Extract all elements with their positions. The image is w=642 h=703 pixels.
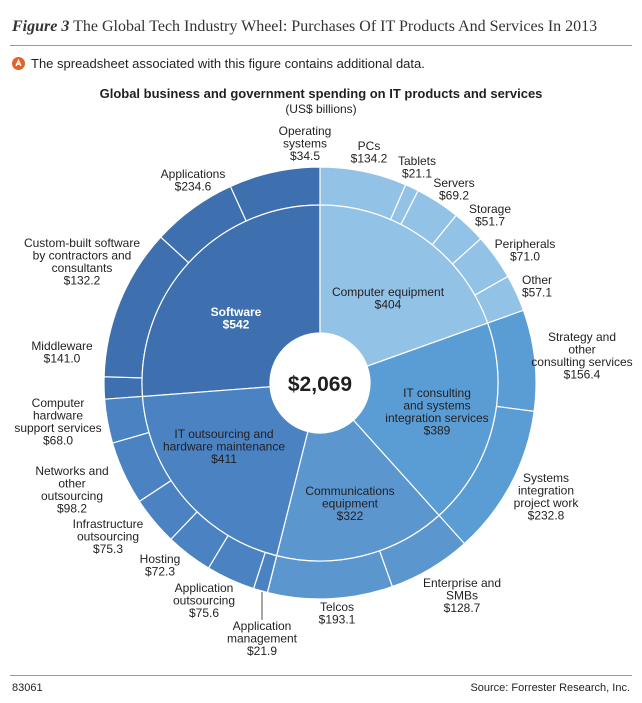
category-label-software: Software $542 xyxy=(211,305,262,332)
category-label-computer-equipment: Computer equipment $404 xyxy=(332,285,445,312)
outer-ring xyxy=(103,166,537,600)
subcategory-label-custom-built-software-by-contractors-and-consultants: Custom-built software by contractors and c… xyxy=(24,236,140,288)
subcategory-label-application-outsourcing: Application outsourcing $75.6 xyxy=(173,581,235,620)
figure-id: 83061 xyxy=(12,682,43,694)
spreadsheet-note[interactable]: The spreadsheet associated with this fig… xyxy=(12,56,425,71)
subcategory-label-storage: Storage $51.7 xyxy=(469,202,511,229)
figure-title: Figure 3 The Global Tech Industry Wheel:… xyxy=(12,18,632,36)
source-note: Source: Forrester Research, Inc. xyxy=(470,682,630,694)
subcategory-label-telcos: Telcos $193.1 xyxy=(319,600,356,627)
outer-slice-operating-systems xyxy=(103,376,144,401)
spreadsheet-icon[interactable] xyxy=(12,57,25,70)
inner-ring xyxy=(141,204,499,562)
figure-number: Figure 3 xyxy=(12,18,70,35)
subcategory-label-hosting: Hosting $72.3 xyxy=(140,552,181,579)
subcategory-label-strategy-and-other-consulting-services: Strategy and other consulting services $156… xyxy=(531,330,632,382)
category-label-it-outsourcing-and-hardware-maintenance: IT outsourcing and hardware maintenance $4… xyxy=(163,427,285,466)
subcategory-label-tablets: Tablets $21.1 xyxy=(398,154,436,181)
subcategory-label-other: Other $57.1 xyxy=(522,273,552,300)
subcategory-label-networks-and-other-outsourcing: Networks and other outsourcing $98.2 xyxy=(35,464,108,516)
total-label: $2,069 xyxy=(288,373,352,396)
subcategory-label-applications: Applications $234.6 xyxy=(161,167,226,194)
footer-divider xyxy=(10,675,632,676)
category-label-communications-equipment: Communications equipment $322 xyxy=(305,484,394,523)
subcategory-label-middleware: Middleware $141.0 xyxy=(31,339,93,366)
subcategory-label-infrastructure-outsourcing: Infrastructure outsourcing $75.3 xyxy=(73,517,144,556)
category-labels: Software $542 Computer equipment $404 IT con… xyxy=(163,285,489,523)
subcategory-label-peripherals: Peripherals $71.0 xyxy=(495,237,556,264)
subcategory-label-servers: Servers $69.2 xyxy=(433,176,474,203)
subcategory-label-application-management: Application management $21.9 xyxy=(227,619,298,658)
subcategory-labels: Operating systems $34.5 Applications $234.6 C… xyxy=(14,124,632,658)
subcategory-label-computer-hardware-support-services: Computer hardware support services $68.0 xyxy=(14,396,101,448)
spreadsheet-note-text: The spreadsheet associated with this fig… xyxy=(31,56,425,71)
chart-subtitle: (US$ billions) xyxy=(285,102,357,116)
category-label-it-consulting-and-systems-integration-services: IT consulting and systems integration serv… xyxy=(385,386,488,438)
title-divider xyxy=(10,45,632,46)
subcategory-label-enterprise-and-smbs: Enterprise and SMBs $128.7 xyxy=(423,576,501,615)
subcategory-label-systems-integration-project-work: Systems integration project work $232.8 xyxy=(514,471,580,523)
chart-title-block: Global business and government spending … xyxy=(0,86,642,116)
subcategory-label-operating-systems: Operating systems $34.5 xyxy=(279,124,332,163)
center-disc xyxy=(270,333,370,433)
subcategory-label-pcs: PCs $134.2 xyxy=(351,139,388,166)
chart-title: Global business and government spending … xyxy=(99,86,543,101)
figure-title-text: The Global Tech Industry Wheel: Purchase… xyxy=(73,18,598,35)
